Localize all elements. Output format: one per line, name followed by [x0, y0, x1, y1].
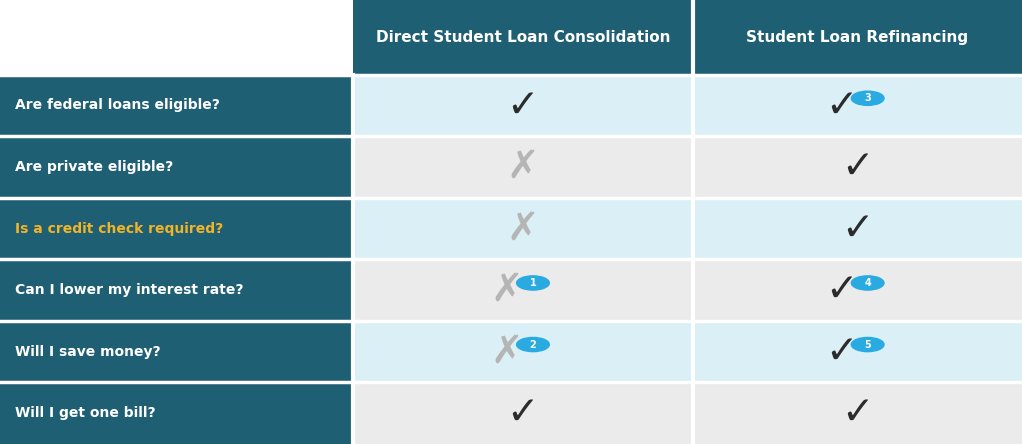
FancyBboxPatch shape — [0, 198, 353, 259]
FancyBboxPatch shape — [0, 259, 353, 321]
FancyBboxPatch shape — [0, 321, 353, 382]
Circle shape — [851, 337, 884, 352]
Text: ✓: ✓ — [825, 333, 857, 371]
FancyBboxPatch shape — [0, 382, 353, 444]
Text: ✗: ✗ — [491, 271, 522, 309]
Text: 2: 2 — [529, 340, 537, 349]
Text: ✓: ✓ — [507, 394, 539, 432]
FancyBboxPatch shape — [353, 0, 693, 75]
FancyBboxPatch shape — [353, 259, 693, 321]
FancyBboxPatch shape — [693, 0, 1022, 75]
FancyBboxPatch shape — [353, 136, 693, 198]
Text: Will I save money?: Will I save money? — [15, 345, 160, 359]
Circle shape — [851, 276, 884, 290]
Text: Will I get one bill?: Will I get one bill? — [15, 406, 156, 420]
Circle shape — [851, 91, 884, 105]
Text: ✗: ✗ — [507, 148, 539, 186]
Text: Is a credit check required?: Is a credit check required? — [15, 222, 224, 235]
Text: ✓: ✓ — [841, 210, 874, 247]
FancyBboxPatch shape — [693, 198, 1022, 259]
Text: 1: 1 — [529, 278, 537, 288]
Text: Direct Student Loan Consolidation: Direct Student Loan Consolidation — [375, 30, 670, 45]
Circle shape — [517, 276, 550, 290]
Text: ✓: ✓ — [825, 87, 857, 124]
Text: Student Loan Refinancing: Student Loan Refinancing — [746, 30, 969, 45]
Text: ✓: ✓ — [841, 394, 874, 432]
FancyBboxPatch shape — [693, 136, 1022, 198]
FancyBboxPatch shape — [693, 259, 1022, 321]
FancyBboxPatch shape — [693, 321, 1022, 382]
FancyBboxPatch shape — [353, 198, 693, 259]
Text: 5: 5 — [865, 340, 871, 349]
FancyBboxPatch shape — [0, 75, 353, 136]
Text: ✓: ✓ — [825, 271, 857, 309]
FancyBboxPatch shape — [353, 321, 693, 382]
Text: ✓: ✓ — [507, 87, 539, 124]
FancyBboxPatch shape — [693, 382, 1022, 444]
FancyBboxPatch shape — [353, 75, 693, 136]
Text: ✗: ✗ — [507, 210, 539, 247]
FancyBboxPatch shape — [693, 75, 1022, 136]
Text: 3: 3 — [865, 93, 871, 103]
Text: Can I lower my interest rate?: Can I lower my interest rate? — [15, 283, 244, 297]
Text: ✗: ✗ — [491, 333, 522, 371]
FancyBboxPatch shape — [353, 382, 693, 444]
Text: ✓: ✓ — [841, 148, 874, 186]
Text: 4: 4 — [865, 278, 871, 288]
FancyBboxPatch shape — [0, 136, 353, 198]
Text: Are private eligible?: Are private eligible? — [15, 160, 174, 174]
Circle shape — [517, 337, 550, 352]
Text: Are federal loans eligible?: Are federal loans eligible? — [15, 99, 220, 112]
